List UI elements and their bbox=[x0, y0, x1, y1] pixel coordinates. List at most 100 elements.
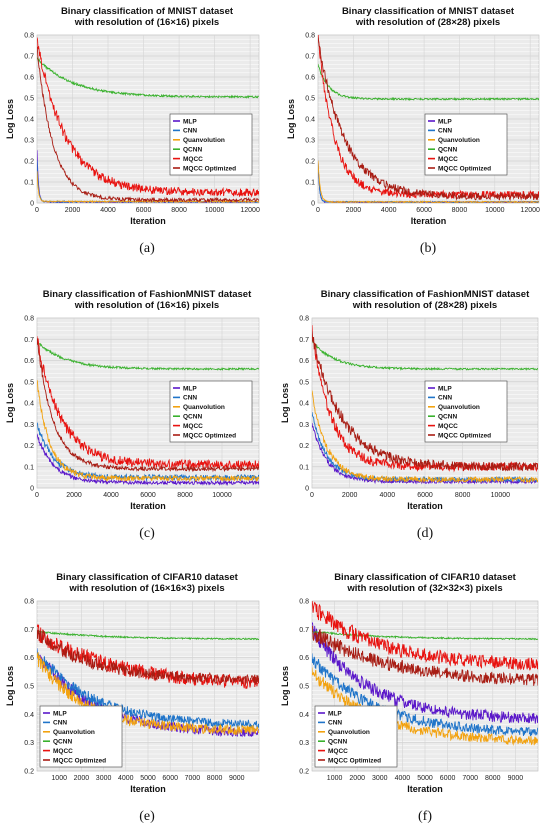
legend-label: MQCC bbox=[438, 156, 458, 163]
series-line-qcnn bbox=[37, 629, 259, 641]
y-tick-label: 0.5 bbox=[299, 379, 309, 386]
legend-box bbox=[39, 705, 123, 768]
x-axis-label: Iteration bbox=[130, 216, 166, 226]
series-line-mqcc bbox=[312, 601, 538, 671]
chart-title-line: with resolution of (28×28) pixels bbox=[352, 300, 497, 311]
y-tick-label: 0.8 bbox=[299, 316, 309, 323]
chart-title-line: Binary classification of CIFAR10 dataset bbox=[56, 572, 238, 583]
legend-label: MLP bbox=[438, 118, 452, 125]
x-tick-label: 3000 bbox=[96, 775, 112, 782]
y-tick-label: 0.4 bbox=[305, 117, 315, 124]
series-line-mqcc-optimized bbox=[37, 46, 259, 203]
y-tick-label: 0.4 bbox=[299, 712, 309, 719]
legend: MLP CNN Quanvolution QCNN MQCC MQCC Optimized bbox=[424, 113, 508, 176]
x-tick-label: 6000 bbox=[416, 207, 432, 214]
series-line-mqcc bbox=[37, 37, 259, 198]
y-tick-label: 0.4 bbox=[24, 117, 34, 124]
chart-panel-4: Binary classification of FashionMNIST da… bbox=[280, 289, 539, 541]
legend-label: MLP bbox=[438, 385, 452, 392]
chart-title-line: with resolution of (16×16) pixels bbox=[74, 300, 219, 311]
legend-label: MQCC Optimized bbox=[183, 432, 236, 439]
x-tick-label: 12000 bbox=[240, 207, 260, 214]
y-tick-label: 0.3 bbox=[24, 138, 34, 145]
x-tick-label: 1000 bbox=[327, 775, 343, 782]
legend-label: MQCC bbox=[438, 423, 458, 430]
chart-title-line: Binary classification of FashionMNIST da… bbox=[43, 289, 252, 300]
x-axis-label: Iteration bbox=[407, 784, 443, 794]
y-tick-label: 0 bbox=[30, 201, 34, 208]
y-tick-label: 0.3 bbox=[24, 422, 34, 429]
series-line-mlp bbox=[37, 433, 259, 486]
y-axis-label: Log Loss bbox=[5, 666, 15, 706]
y-tick-label: 0.3 bbox=[299, 740, 309, 747]
x-tick-label: 2000 bbox=[66, 492, 82, 499]
x-axis-label: Iteration bbox=[130, 784, 166, 794]
x-axis-label: Iteration bbox=[411, 216, 447, 226]
x-tick-label: 8000 bbox=[177, 492, 193, 499]
y-tick-label: 0.2 bbox=[24, 159, 34, 166]
chart-panel-2: Binary classification of MNIST datasetwi… bbox=[286, 6, 540, 256]
chart-title-line: with resolution of (16×16×3) pixels bbox=[68, 583, 224, 594]
x-tick-label: 5000 bbox=[140, 775, 156, 782]
x-tick-label: 10000 bbox=[485, 207, 505, 214]
x-tick-label: 0 bbox=[316, 207, 320, 214]
series-line-quanvolution bbox=[37, 171, 259, 203]
series-line-quanvolution bbox=[37, 652, 259, 735]
x-tick-label: 10000 bbox=[491, 492, 511, 499]
y-tick-label: 0.7 bbox=[305, 54, 315, 61]
legend: MLP CNN Quanvolution QCNN MQCC MQCC Optimized bbox=[39, 705, 123, 768]
y-tick-label: 0.3 bbox=[24, 740, 34, 747]
legend: MLP CNN Quanvolution QCNN MQCC MQCC Optimized bbox=[424, 380, 508, 443]
y-tick-label: 0.7 bbox=[299, 627, 309, 634]
chart-title-line: with resolution of (16×16) pixels bbox=[74, 17, 219, 28]
x-tick-label: 4000 bbox=[103, 492, 119, 499]
y-tick-label: 0.5 bbox=[305, 96, 315, 103]
legend-label: QCNN bbox=[328, 739, 347, 746]
panel-caption: (a) bbox=[139, 241, 155, 256]
y-tick-label: 0.3 bbox=[305, 138, 315, 145]
x-tick-label: 2000 bbox=[74, 775, 90, 782]
y-tick-label: 0.5 bbox=[24, 684, 34, 691]
x-tick-label: 2000 bbox=[65, 207, 81, 214]
legend: MLP CNN Quanvolution QCNN MQCC MQCC Optimized bbox=[314, 705, 398, 768]
y-tick-label: 0.1 bbox=[299, 464, 309, 471]
y-tick-label: 0 bbox=[311, 201, 315, 208]
legend-box bbox=[424, 380, 508, 443]
legend-label: Quanvolution bbox=[438, 404, 480, 411]
y-tick-label: 0.8 bbox=[305, 33, 315, 40]
y-tick-label: 0.8 bbox=[24, 33, 34, 40]
panel-caption: (e) bbox=[139, 809, 155, 824]
legend-box bbox=[169, 113, 253, 176]
series-line-qcnn bbox=[312, 630, 538, 641]
legend-label: MLP bbox=[328, 710, 342, 717]
y-tick-label: 0.4 bbox=[24, 401, 34, 408]
legend-label: MLP bbox=[183, 118, 197, 125]
legend-label: Quanvolution bbox=[328, 729, 370, 736]
y-tick-label: 0.4 bbox=[299, 401, 309, 408]
x-tick-label: 2000 bbox=[346, 207, 362, 214]
chart-panel-6: Binary classification of CIFAR10 dataset… bbox=[280, 572, 539, 824]
y-axis-label: Log Loss bbox=[280, 666, 290, 706]
series-line-quanvolution bbox=[318, 160, 539, 203]
x-tick-label: 10000 bbox=[212, 492, 232, 499]
x-tick-label: 6000 bbox=[417, 492, 433, 499]
legend-label: Quanvolution bbox=[53, 729, 95, 736]
legend-label: MQCC Optimized bbox=[183, 165, 236, 172]
series-line-qcnn bbox=[37, 340, 259, 371]
panel-caption: (f) bbox=[418, 809, 432, 824]
series-line-mqcc bbox=[37, 336, 259, 470]
y-tick-label: 0.7 bbox=[24, 54, 34, 61]
y-tick-label: 0.5 bbox=[24, 96, 34, 103]
legend-label: QCNN bbox=[438, 414, 457, 421]
x-tick-label: 0 bbox=[35, 207, 39, 214]
y-tick-label: 0.2 bbox=[24, 769, 34, 776]
series-line-cnn bbox=[312, 653, 538, 737]
x-tick-label: 1000 bbox=[51, 775, 67, 782]
x-tick-label: 9000 bbox=[508, 775, 524, 782]
y-tick-label: 0 bbox=[305, 486, 309, 493]
legend-label: MQCC Optimized bbox=[328, 757, 381, 764]
y-tick-label: 0.7 bbox=[24, 337, 34, 344]
chart-title-line: Binary classification of FashionMNIST da… bbox=[321, 289, 530, 300]
y-tick-label: 0.6 bbox=[24, 358, 34, 365]
